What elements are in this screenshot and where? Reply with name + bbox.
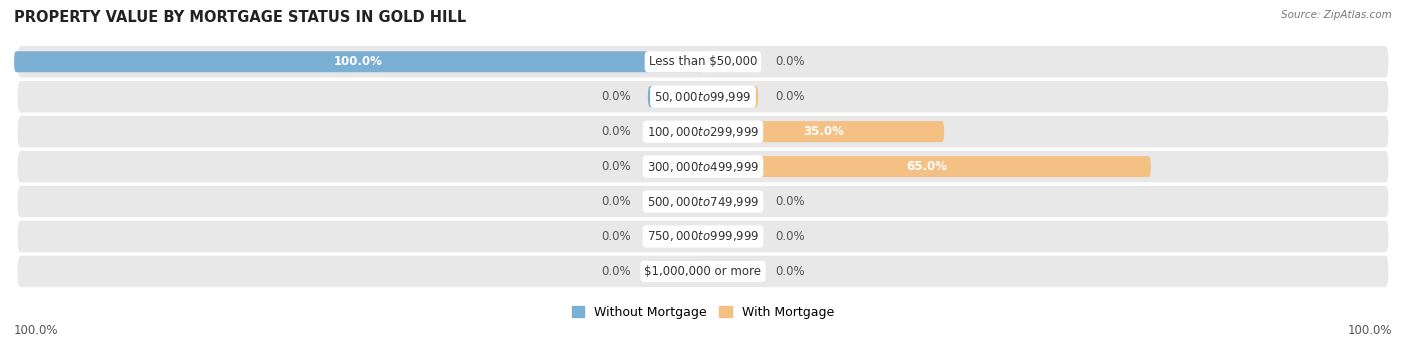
Text: 0.0%: 0.0% xyxy=(600,195,631,208)
FancyBboxPatch shape xyxy=(703,51,758,72)
Text: $50,000 to $99,999: $50,000 to $99,999 xyxy=(654,90,752,104)
Legend: Without Mortgage, With Mortgage: Without Mortgage, With Mortgage xyxy=(567,301,839,324)
Text: 0.0%: 0.0% xyxy=(600,90,631,103)
Text: $750,000 to $999,999: $750,000 to $999,999 xyxy=(647,230,759,243)
Text: 100.0%: 100.0% xyxy=(335,55,382,68)
FancyBboxPatch shape xyxy=(648,261,703,282)
FancyBboxPatch shape xyxy=(17,46,1389,78)
FancyBboxPatch shape xyxy=(703,261,758,282)
Text: 100.0%: 100.0% xyxy=(14,324,59,337)
Text: 0.0%: 0.0% xyxy=(775,230,806,243)
FancyBboxPatch shape xyxy=(648,226,703,247)
FancyBboxPatch shape xyxy=(17,186,1389,217)
Text: Source: ZipAtlas.com: Source: ZipAtlas.com xyxy=(1281,10,1392,20)
Text: Less than $50,000: Less than $50,000 xyxy=(648,55,758,68)
Text: $500,000 to $749,999: $500,000 to $749,999 xyxy=(647,194,759,208)
FancyBboxPatch shape xyxy=(648,121,703,142)
FancyBboxPatch shape xyxy=(648,156,703,177)
Text: 0.0%: 0.0% xyxy=(600,160,631,173)
Text: $1,000,000 or more: $1,000,000 or more xyxy=(644,265,762,278)
FancyBboxPatch shape xyxy=(17,151,1389,182)
Text: 100.0%: 100.0% xyxy=(1347,324,1392,337)
FancyBboxPatch shape xyxy=(17,221,1389,252)
FancyBboxPatch shape xyxy=(703,226,758,247)
Text: 0.0%: 0.0% xyxy=(775,265,806,278)
Text: $100,000 to $299,999: $100,000 to $299,999 xyxy=(647,125,759,139)
Text: 0.0%: 0.0% xyxy=(775,55,806,68)
FancyBboxPatch shape xyxy=(14,51,703,72)
Text: 0.0%: 0.0% xyxy=(775,195,806,208)
FancyBboxPatch shape xyxy=(648,191,703,212)
FancyBboxPatch shape xyxy=(703,121,945,142)
FancyBboxPatch shape xyxy=(17,81,1389,113)
Text: 0.0%: 0.0% xyxy=(600,125,631,138)
FancyBboxPatch shape xyxy=(703,86,758,107)
FancyBboxPatch shape xyxy=(17,116,1389,147)
Text: 0.0%: 0.0% xyxy=(600,230,631,243)
Text: PROPERTY VALUE BY MORTGAGE STATUS IN GOLD HILL: PROPERTY VALUE BY MORTGAGE STATUS IN GOL… xyxy=(14,10,467,25)
FancyBboxPatch shape xyxy=(703,156,1152,177)
FancyBboxPatch shape xyxy=(648,86,703,107)
Text: 0.0%: 0.0% xyxy=(600,265,631,278)
Text: 0.0%: 0.0% xyxy=(775,90,806,103)
Text: 65.0%: 65.0% xyxy=(907,160,948,173)
FancyBboxPatch shape xyxy=(703,191,758,212)
FancyBboxPatch shape xyxy=(17,256,1389,287)
Text: 35.0%: 35.0% xyxy=(803,125,844,138)
Text: $300,000 to $499,999: $300,000 to $499,999 xyxy=(647,159,759,174)
